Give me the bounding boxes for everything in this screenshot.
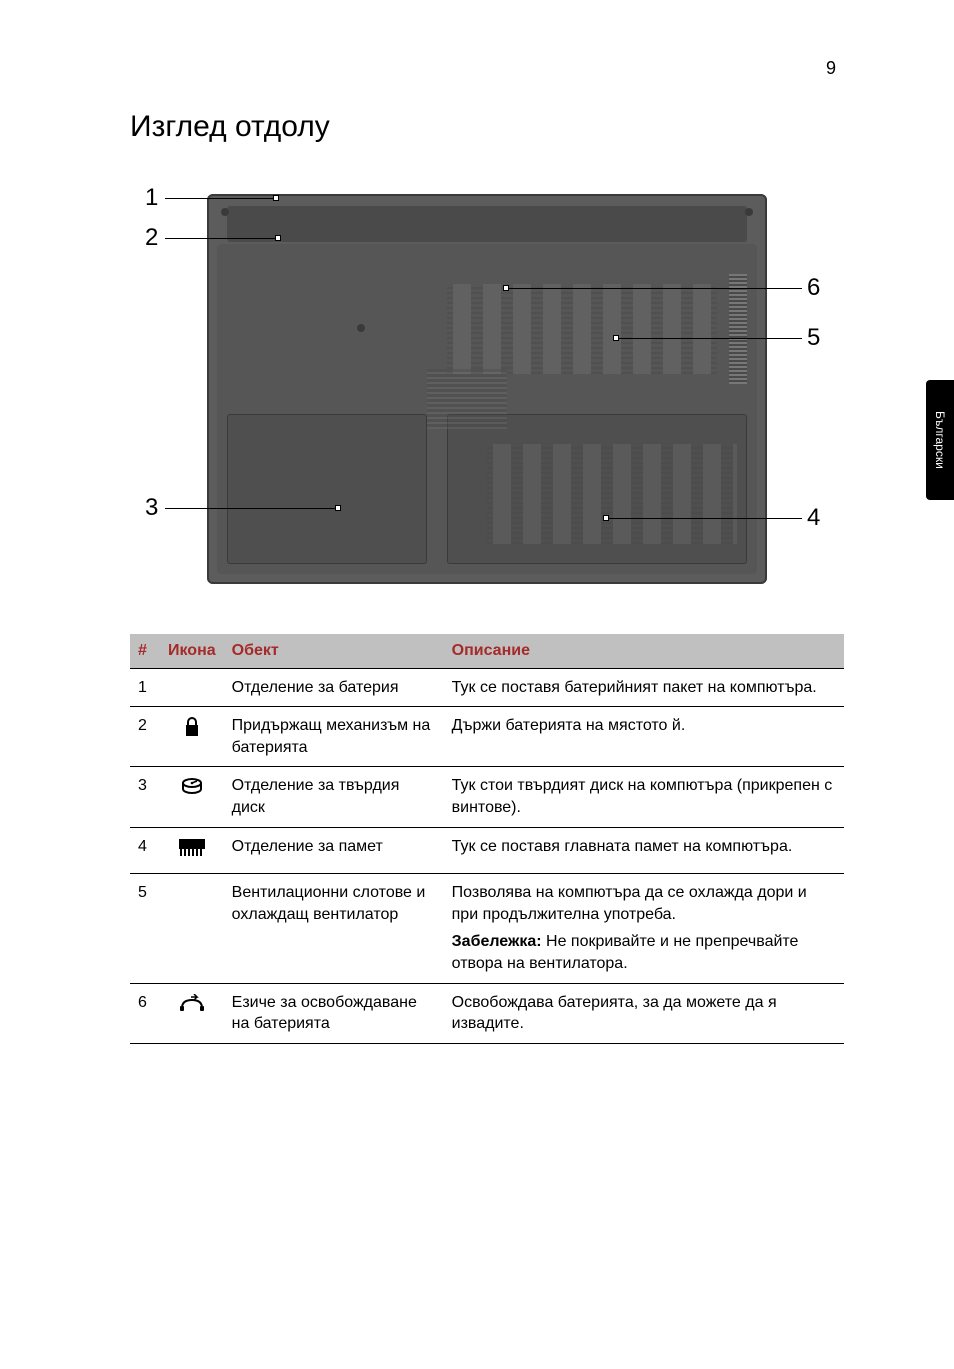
callout-5: 5 bbox=[807, 324, 820, 352]
row-num: 6 bbox=[130, 983, 160, 1043]
header-object: Обект bbox=[224, 634, 444, 668]
language-tab: Български bbox=[926, 380, 954, 500]
header-num: # bbox=[130, 634, 160, 668]
document-page: 9 Български Изглед отдолу 1 2 3 bbox=[0, 0, 954, 1369]
header-description: Описание bbox=[444, 634, 844, 668]
page-title: Изглед отдолу bbox=[130, 110, 844, 144]
laptop-bottom-illustration bbox=[207, 194, 767, 584]
row-icon-cell bbox=[160, 983, 224, 1043]
screw-dot bbox=[357, 324, 365, 332]
memory-grid-texture bbox=[487, 444, 737, 544]
callout-line bbox=[165, 508, 337, 509]
callout-2: 2 bbox=[145, 224, 158, 252]
callout-end bbox=[613, 335, 619, 341]
callout-line bbox=[607, 518, 802, 519]
callout-4: 4 bbox=[807, 504, 820, 532]
row-num: 3 bbox=[130, 767, 160, 827]
row-num: 2 bbox=[130, 707, 160, 767]
row-description: Освобождава батерията, за да можете да я… bbox=[444, 983, 844, 1043]
row-description: Тук стои твърдият диск на компютъра (при… bbox=[444, 767, 844, 827]
row-num: 1 bbox=[130, 668, 160, 707]
table-row: 1 Отделение за батерия Тук се поставя ба… bbox=[130, 668, 844, 707]
table-row: 2 Придържащ механизъм на батерията Държи… bbox=[130, 707, 844, 767]
vent-grid bbox=[447, 284, 717, 374]
row-num: 5 bbox=[130, 874, 160, 983]
small-vent-texture bbox=[427, 369, 507, 429]
lock-icon bbox=[178, 715, 206, 739]
hdd-bay-shape bbox=[227, 414, 427, 564]
vent-area bbox=[447, 274, 747, 384]
note-label: Забележка: bbox=[452, 933, 542, 950]
row-description: Тук се поставя главната памет на компютъ… bbox=[444, 827, 844, 874]
callout-1: 1 bbox=[145, 184, 158, 212]
table-row: 3 Отделение за твърдия диск Тук стои твъ… bbox=[130, 767, 844, 827]
callout-line bbox=[165, 238, 277, 239]
callout-end bbox=[335, 505, 341, 511]
row-num: 4 bbox=[130, 827, 160, 874]
row-description: Тук се поставя батерийният пакет на комп… bbox=[444, 668, 844, 707]
header-icon: Икона bbox=[160, 634, 224, 668]
callout-line bbox=[165, 198, 275, 199]
row-icon-cell bbox=[160, 668, 224, 707]
table-row: 6 Езиче за освобождаване на батерията Ос… bbox=[130, 983, 844, 1043]
row-object: Отделение за твърдия диск bbox=[224, 767, 444, 827]
row-icon-cell bbox=[160, 767, 224, 827]
callout-end bbox=[273, 195, 279, 201]
hdd-icon bbox=[178, 775, 206, 799]
row-object: Отделение за памет bbox=[224, 827, 444, 874]
memory-icon bbox=[178, 836, 206, 860]
spec-table: # Икона Обект Описание 1 Отделение за ба… bbox=[130, 634, 844, 1044]
vent-strip bbox=[729, 274, 747, 384]
row-desc-note: Забележка: Не покривайте и не препречвай… bbox=[452, 931, 836, 974]
battery-bay-shape bbox=[227, 206, 747, 242]
row-icon-cell bbox=[160, 827, 224, 874]
callout-line bbox=[617, 338, 802, 339]
table-header-row: # Икона Обект Описание bbox=[130, 634, 844, 668]
corner-dot bbox=[745, 208, 753, 216]
row-icon-cell bbox=[160, 707, 224, 767]
callout-end bbox=[603, 515, 609, 521]
callout-end bbox=[275, 235, 281, 241]
callout-end bbox=[503, 285, 509, 291]
row-object: Отделение за батерия bbox=[224, 668, 444, 707]
row-object: Вентилационни слотове и охлаждащ вентила… bbox=[224, 874, 444, 983]
row-object: Придържащ механизъм на батерията bbox=[224, 707, 444, 767]
row-description: Позволява на компютъра да се охлажда дор… bbox=[444, 874, 844, 983]
bottom-view-figure: 1 2 3 4 5 6 bbox=[137, 184, 837, 604]
callout-6: 6 bbox=[807, 274, 820, 302]
release-icon bbox=[178, 992, 206, 1016]
row-description: Държи батерията на мястото й. bbox=[444, 707, 844, 767]
row-object: Езиче за освобождаване на батерията bbox=[224, 983, 444, 1043]
row-desc-line1: Позволява на компютъра да се охлажда дор… bbox=[452, 882, 836, 925]
table-row: 4 bbox=[130, 827, 844, 874]
row-icon-cell bbox=[160, 874, 224, 983]
callout-line bbox=[507, 288, 802, 289]
callout-3: 3 bbox=[145, 494, 158, 522]
page-number: 9 bbox=[826, 58, 836, 79]
corner-dot bbox=[221, 208, 229, 216]
table-row: 5 Вентилационни слотове и охлаждащ венти… bbox=[130, 874, 844, 983]
